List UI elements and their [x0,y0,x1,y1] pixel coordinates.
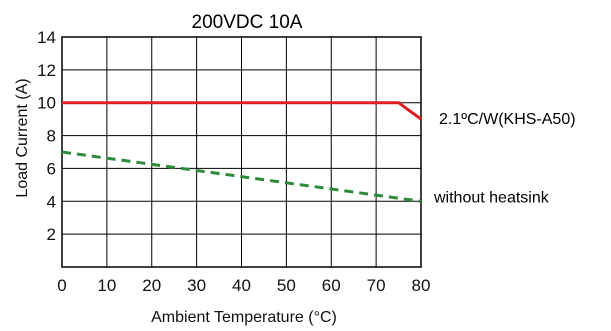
x-axis-label: Ambient Temperature (°C) [151,309,337,326]
x-tick-label: 60 [322,276,341,295]
y-tick-label: 2 [47,225,56,244]
annotation-khs-a50: 2.1ºC/W(KHS-A50) [439,111,576,128]
x-tick-label: 30 [187,276,206,295]
x-tick-label: 10 [97,276,116,295]
x-tick-label: 80 [412,276,431,295]
x-tick-label: 50 [277,276,296,295]
x-tick-label: 20 [142,276,161,295]
x-tick-label: 40 [232,276,251,295]
y-tick-label: 6 [47,159,56,178]
x-tick-label: 70 [367,276,386,295]
y-tick-label: 4 [47,192,56,211]
series-line-without-heatsink [61,150,422,203]
series-annotations: 2.1ºC/W(KHS-A50) without heatsink [433,111,576,206]
y-tick-label: 12 [37,61,56,80]
chart-title: 200VDC 10A [192,12,303,33]
y-tick-labels: 2 4 6 8 10 12 14 [37,28,56,244]
annotation-without-heatsink: without heatsink [433,189,550,206]
series-lines [61,101,422,203]
x-tick-labels: 0 10 20 30 40 50 60 70 80 [57,276,430,295]
y-axis-label: Load Current (A) [14,78,31,197]
y-tick-label: 14 [37,28,56,47]
y-tick-label: 8 [47,127,56,146]
x-tick-label: 0 [57,276,66,295]
y-tick-label: 10 [37,94,56,113]
grid [62,37,421,267]
series-line-khs-a50 [62,101,422,121]
